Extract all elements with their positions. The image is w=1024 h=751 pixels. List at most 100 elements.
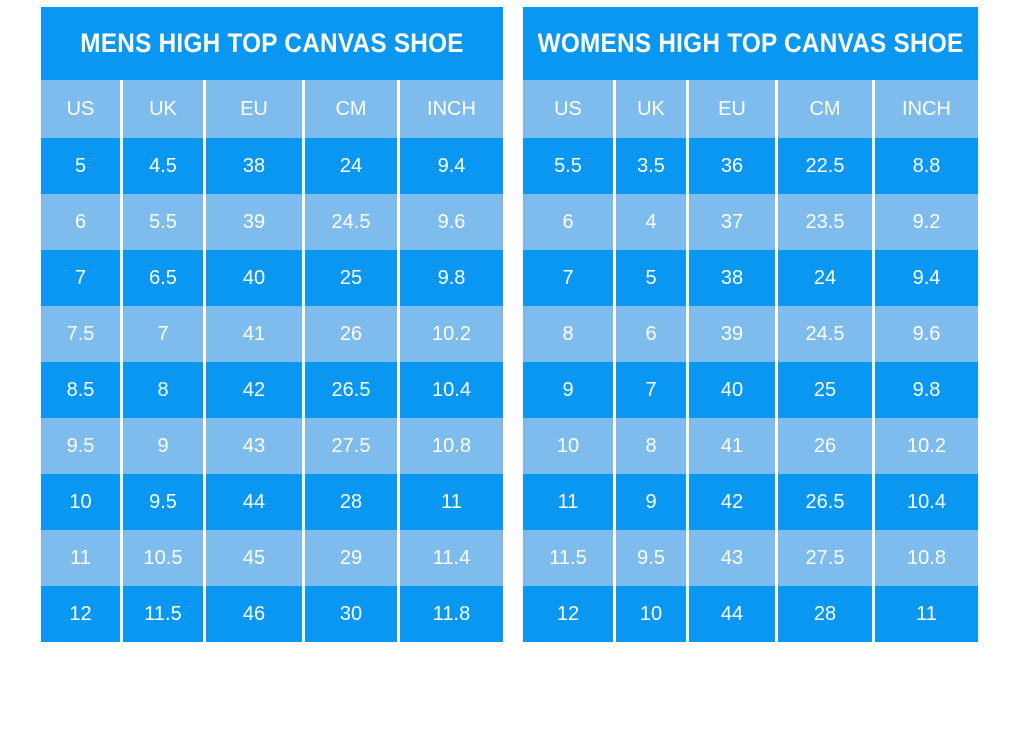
- size-cell: 10: [41, 474, 120, 530]
- size-cell: 24: [302, 138, 397, 194]
- size-cell: 41: [203, 306, 302, 362]
- size-cell: 9: [613, 474, 686, 530]
- size-cell: 10.4: [397, 362, 503, 418]
- size-cell: 6: [613, 306, 686, 362]
- womens-table-body: 5.5 3.5 36 22.5 8.8 6 4 37 23.5 9.2 7 5 38 24 9.4 8 6 39 2…: [523, 138, 978, 642]
- table-row: 10 8 41 26 10.2: [523, 418, 978, 474]
- size-cell: 9.5: [613, 530, 686, 586]
- size-cell: 24.5: [302, 194, 397, 250]
- size-cell: 39: [686, 306, 775, 362]
- size-cell: 42: [203, 362, 302, 418]
- size-cell: 6.5: [120, 250, 203, 306]
- size-cell: 10.8: [397, 418, 503, 474]
- size-cell: 3.5: [613, 138, 686, 194]
- size-cell: 8: [120, 362, 203, 418]
- size-cell: 5: [41, 138, 120, 194]
- mens-chart-title-text: MENS HIGH TOP CANVAS SHOE: [80, 28, 464, 58]
- size-cell: 39: [203, 194, 302, 250]
- table-row: 12 11.5 46 30 11.8: [41, 586, 503, 642]
- column-header: EU: [203, 80, 302, 138]
- size-cell: 12: [41, 586, 120, 642]
- size-cell: 10.2: [397, 306, 503, 362]
- table-row: 6 5.5 39 24.5 9.6: [41, 194, 503, 250]
- table-row: 9.5 9 43 27.5 10.8: [41, 418, 503, 474]
- size-cell: 9.5: [120, 474, 203, 530]
- womens-size-table: US UK EU CM INCH 5.5 3.5 36 22.5 8.8 6 4 37 23.5 9.2 7…: [523, 80, 978, 642]
- size-cell: 9.6: [872, 306, 978, 362]
- table-row: 8 6 39 24.5 9.6: [523, 306, 978, 362]
- size-cell: 26.5: [775, 474, 872, 530]
- column-header: INCH: [397, 80, 503, 138]
- size-cell: 24.5: [775, 306, 872, 362]
- size-cell: 7.5: [41, 306, 120, 362]
- size-cell: 41: [686, 418, 775, 474]
- table-row: 11.5 9.5 43 27.5 10.8: [523, 530, 978, 586]
- column-header: CM: [775, 80, 872, 138]
- size-cell: 40: [203, 250, 302, 306]
- mens-size-table: US UK EU CM INCH 5 4.5 38 24 9.4 6 5.5 39 24.5 9.6 7 6.…: [41, 80, 503, 642]
- size-cell: 40: [686, 362, 775, 418]
- size-cell: 6: [523, 194, 613, 250]
- size-cell: 42: [686, 474, 775, 530]
- size-cell: 11: [41, 530, 120, 586]
- size-cell: 11: [397, 474, 503, 530]
- size-cell: 9.5: [41, 418, 120, 474]
- column-header: US: [523, 80, 613, 138]
- size-cell: 26.5: [302, 362, 397, 418]
- size-cell: 9.4: [872, 250, 978, 306]
- size-cell: 10.5: [120, 530, 203, 586]
- column-header: US: [41, 80, 120, 138]
- size-cell: 30: [302, 586, 397, 642]
- table-row: 7 5 38 24 9.4: [523, 250, 978, 306]
- size-cell: 11: [523, 474, 613, 530]
- size-cell: 5.5: [523, 138, 613, 194]
- size-cell: 44: [686, 586, 775, 642]
- size-cell: 11.4: [397, 530, 503, 586]
- table-row: 6 4 37 23.5 9.2: [523, 194, 978, 250]
- size-cell: 7: [523, 250, 613, 306]
- size-cell: 44: [203, 474, 302, 530]
- size-cell: 26: [775, 418, 872, 474]
- size-cell: 10.8: [872, 530, 978, 586]
- size-cell: 8.8: [872, 138, 978, 194]
- size-cell: 38: [686, 250, 775, 306]
- size-cell: 7: [613, 362, 686, 418]
- size-cell: 8: [613, 418, 686, 474]
- size-cell: 26: [302, 306, 397, 362]
- table-row: 9 7 40 25 9.8: [523, 362, 978, 418]
- column-header: CM: [302, 80, 397, 138]
- size-cell: 10.2: [872, 418, 978, 474]
- size-cell: 4: [613, 194, 686, 250]
- size-cell: 45: [203, 530, 302, 586]
- size-cell: 7: [41, 250, 120, 306]
- table-row: 12 10 44 28 11: [523, 586, 978, 642]
- size-cell: 36: [686, 138, 775, 194]
- size-cell: 4.5: [120, 138, 203, 194]
- table-row: 11 9 42 26.5 10.4: [523, 474, 978, 530]
- size-cell: 6: [41, 194, 120, 250]
- column-header: UK: [613, 80, 686, 138]
- size-cell: 9.4: [397, 138, 503, 194]
- size-cell: 9.2: [872, 194, 978, 250]
- size-cell: 27.5: [775, 530, 872, 586]
- womens-size-chart: WOMENS HIGH TOP CANVAS SHOE US UK EU CM INCH…: [523, 7, 978, 642]
- size-cell: 10: [523, 418, 613, 474]
- size-cell: 25: [775, 362, 872, 418]
- size-cell: 12: [523, 586, 613, 642]
- size-cell: 11.5: [523, 530, 613, 586]
- size-cell: 11: [872, 586, 978, 642]
- mens-header-row: US UK EU CM INCH: [41, 80, 503, 138]
- size-cell: 11.8: [397, 586, 503, 642]
- size-cell: 24: [775, 250, 872, 306]
- table-row: 5.5 3.5 36 22.5 8.8: [523, 138, 978, 194]
- size-cell: 22.5: [775, 138, 872, 194]
- column-header: EU: [686, 80, 775, 138]
- column-header: UK: [120, 80, 203, 138]
- size-cell: 38: [203, 138, 302, 194]
- womens-chart-title-text: WOMENS HIGH TOP CANVAS SHOE: [537, 28, 964, 58]
- column-header: INCH: [872, 80, 978, 138]
- size-cell: 5.5: [120, 194, 203, 250]
- size-cell: 5: [613, 250, 686, 306]
- size-cell: 9.8: [872, 362, 978, 418]
